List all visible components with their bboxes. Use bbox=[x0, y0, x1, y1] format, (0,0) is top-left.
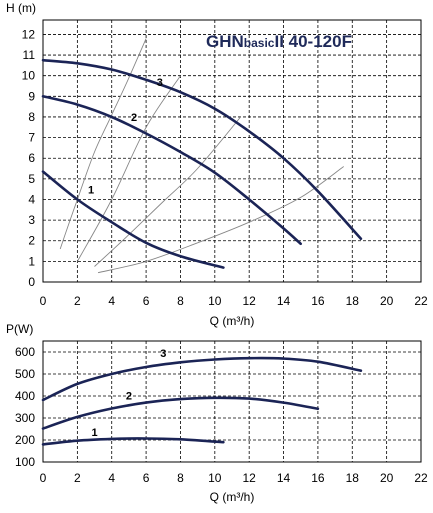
chart-1-x-tick-label: 16 bbox=[311, 471, 325, 485]
chart-1-x-tick-label: 4 bbox=[108, 471, 115, 485]
chart-1-x-tick-label: 22 bbox=[414, 471, 428, 485]
chart-1-x-axis-title: Q (m³/h) bbox=[210, 490, 255, 504]
chart-1-series-3-label: 3 bbox=[160, 348, 166, 360]
chart-0-y-tick-label: 8 bbox=[28, 110, 35, 124]
chart-0-series-2-line bbox=[41, 95, 302, 246]
chart-0-series-3-label: 3 bbox=[157, 77, 163, 89]
chart-0-y-tick-label: 12 bbox=[22, 27, 36, 41]
chart-0-title: GHNbasicII 40-120F bbox=[206, 32, 352, 51]
chart-0-series-1-label: 1 bbox=[88, 184, 94, 196]
chart-0-x-tick-label: 14 bbox=[277, 294, 291, 308]
chart-0-y-axis-title: H (m) bbox=[6, 1, 36, 15]
chart-0-title-rest: II 40-120F bbox=[274, 32, 352, 51]
chart-1-y-tick-label: 500 bbox=[15, 367, 35, 381]
chart-1-x-tick-label: 18 bbox=[346, 471, 360, 485]
chart-0-y-tick-label: 6 bbox=[28, 151, 35, 165]
chart-0-series-2-label: 2 bbox=[131, 112, 137, 124]
chart-0-x-tick-label: 12 bbox=[243, 294, 257, 308]
chart-0-y-tick-label: 7 bbox=[28, 131, 35, 145]
chart-1-y-tick-label: 200 bbox=[15, 433, 35, 447]
chart-0-y-tick-label: 9 bbox=[28, 89, 35, 103]
chart-0-y-tick-label: 0 bbox=[28, 275, 35, 289]
chart-0-x-tick-label: 4 bbox=[108, 294, 115, 308]
chart-0-y-tick-label: 4 bbox=[28, 192, 35, 206]
chart-1-x-tick-label: 0 bbox=[40, 471, 47, 485]
chart-1-y-axis-title: P(W) bbox=[6, 322, 33, 336]
chart-1-series-1-label: 1 bbox=[91, 427, 97, 439]
chart-0-title-sub: basic bbox=[244, 36, 275, 50]
chart-0-y-tick-label: 10 bbox=[22, 69, 36, 83]
chart-0-system-curve-3 bbox=[94, 116, 241, 267]
chart-1-x-tick-label: 10 bbox=[208, 471, 222, 485]
chart-0-system-curve-4 bbox=[97, 166, 344, 274]
chart-1-x-tick-label: 6 bbox=[143, 471, 150, 485]
chart-0-system-curve-2 bbox=[77, 75, 181, 262]
chart-1-y-tick-label: 600 bbox=[15, 345, 35, 359]
chart-0-series-1-line bbox=[41, 170, 225, 269]
chart-1-frame bbox=[42, 340, 422, 463]
chart-0-y-tick-label: 11 bbox=[23, 48, 36, 62]
chart-0-series-3-line bbox=[41, 58, 363, 240]
chart-0-x-tick-label: 18 bbox=[346, 294, 360, 308]
chart-0-y-tick-label: 2 bbox=[28, 234, 35, 248]
chart-0-x-tick-label: 10 bbox=[208, 294, 222, 308]
chart-1-series-2-line bbox=[41, 396, 320, 430]
chart-0-x-tick-label: 16 bbox=[311, 294, 325, 308]
chart-1-series-1-line bbox=[41, 437, 225, 446]
chart-1-x-tick-label: 2 bbox=[74, 471, 81, 485]
chart-0-x-tick-label: 22 bbox=[414, 294, 428, 308]
chart-0-x-tick-label: 0 bbox=[40, 294, 47, 308]
chart-0-title-main: GHN bbox=[206, 32, 244, 51]
chart-0-y-tick-label: 5 bbox=[28, 172, 35, 186]
chart-1-y-tick-label: 100 bbox=[15, 455, 35, 469]
chart-1-y-tick-label: 300 bbox=[15, 411, 35, 425]
chart-0-x-tick-label: 6 bbox=[143, 294, 150, 308]
chart-0-y-tick-label: 3 bbox=[28, 213, 35, 227]
chart-1-x-tick-label: 14 bbox=[277, 471, 291, 485]
chart-0-x-axis-title: Q (m³/h) bbox=[210, 314, 255, 328]
chart-0-x-tick-label: 2 bbox=[74, 294, 81, 308]
chart-0-x-tick-label: 20 bbox=[380, 294, 394, 308]
chart-1-x-tick-label: 20 bbox=[380, 471, 394, 485]
chart-1-series-2-label: 2 bbox=[126, 391, 132, 403]
chart-0-y-tick-label: 1 bbox=[28, 254, 35, 268]
chart-1-y-tick-label: 400 bbox=[15, 389, 35, 403]
chart-1-x-tick-label: 8 bbox=[177, 471, 184, 485]
chart-1-x-tick-label: 12 bbox=[243, 471, 257, 485]
chart-0-frame bbox=[42, 19, 422, 283]
chart-0-x-tick-label: 8 bbox=[177, 294, 184, 308]
chart-1-series-3-line bbox=[41, 356, 363, 402]
